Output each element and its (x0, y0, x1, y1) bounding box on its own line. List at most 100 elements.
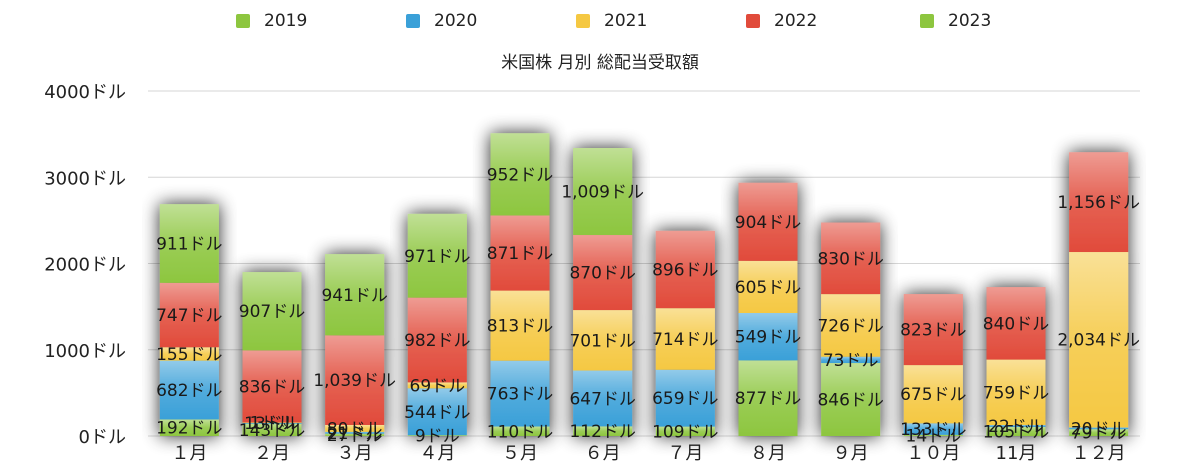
legend-swatch-2021 (576, 14, 590, 28)
bar-segment-sheen (573, 370, 633, 427)
data-label: 143ドル (239, 421, 305, 441)
bar-segment-sheen (407, 297, 467, 383)
y-axis-ticks: 0ドル 1000ドル 2000ドル 3000ドル 4000ドル (44, 82, 126, 448)
bar-segment-sheen (573, 426, 633, 436)
bar-segment-sheen (490, 133, 550, 216)
legend-label-2022: 2022 (774, 11, 818, 31)
bar-stack (159, 204, 219, 436)
bar-stack (986, 287, 1046, 436)
data-label: 823ドル (900, 321, 966, 341)
x-tick-label: ２月 (254, 443, 290, 464)
bar-segment-sheen (242, 350, 302, 423)
bar-segment-sheen (986, 426, 1046, 436)
data-label: 20ドル (1071, 419, 1127, 439)
data-label: 14ドル (906, 426, 962, 446)
bar-segment-sheen (1069, 427, 1129, 430)
bar-segment-sheen (159, 282, 219, 348)
data-label: 1,039ドル (313, 371, 396, 391)
data-label: 112ドル (569, 422, 635, 442)
bar-segment-sheen (986, 425, 1046, 427)
bar-segment-sheen (242, 423, 302, 436)
bar-segment-sheen (903, 294, 963, 366)
legend-label-2020: 2020 (434, 11, 478, 31)
data-label: 110ドル (487, 422, 553, 442)
bar-segment-sheen (490, 290, 550, 361)
bar-stack (490, 133, 550, 436)
data-label: 763ドル (487, 385, 553, 405)
x-tick-label: ９月 (833, 443, 869, 464)
data-label: 21ドル (327, 424, 383, 444)
bar-segment-sheen (655, 369, 715, 427)
data-label: 813ドル (487, 317, 553, 337)
legend-swatch-2022 (746, 14, 760, 28)
legend-label-2019: 2019 (264, 11, 308, 31)
x-tick-label: ５月 (502, 443, 538, 464)
bar-segment-sheen (573, 148, 633, 236)
data-label: 192ドル (156, 419, 222, 439)
y-tick-label: 2000ドル (44, 255, 126, 276)
bar-segment-sheen (821, 222, 881, 295)
grid-lines (148, 90, 1140, 437)
x-tick-label: ４月 (419, 443, 455, 464)
y-tick-label: 4000ドル (44, 82, 126, 103)
data-label: 69ドル (410, 376, 466, 396)
bar-segment-sheen (490, 426, 550, 436)
bar-stack (655, 230, 715, 436)
bar-segment-sheen (1069, 252, 1129, 428)
x-tick-label: １０月 (906, 443, 960, 464)
bar-segment-sheen (738, 313, 798, 361)
data-label: 714ドル (652, 330, 718, 350)
y-tick-label: 0ドル (79, 427, 126, 448)
bars (159, 133, 1129, 436)
data-label: 155ドル (156, 345, 222, 365)
x-axis-ticks: １月 ２月 ３月 ４月 ５月 ６月 ７月 ８月 ９月 １０月 11月 １２月 (171, 443, 1125, 464)
legend-swatch-2020 (406, 14, 420, 28)
data-label: 659ドル (652, 389, 718, 409)
x-tick-label: 11月 (996, 443, 1037, 464)
data-label: 971ドル (404, 247, 470, 267)
data-label: 701ドル (569, 331, 635, 351)
bar-segment-sheen (159, 419, 219, 436)
data-label: 2,034ドル (1057, 331, 1140, 351)
bar-segment-sheen (159, 204, 219, 283)
data-label: 9ドル (415, 427, 460, 447)
bar-segment-sheen (1069, 429, 1129, 436)
data-label: 1ドル (250, 414, 295, 434)
bar-segment-sheen (655, 426, 715, 436)
bar-segment-sheen (738, 360, 798, 436)
x-tick-label: ６月 (585, 443, 621, 464)
data-label: 904ドル (735, 213, 801, 233)
data-label: 73ドル (823, 351, 879, 371)
data-label: 80ドル (327, 419, 383, 439)
bar-segment-sheen (738, 260, 798, 314)
data-label: 836ドル (239, 377, 305, 397)
legend-swatch-2019 (236, 14, 250, 28)
x-tick-label: ３月 (337, 443, 373, 464)
bar-segment-sheen (490, 215, 550, 291)
bar-segment-sheen (325, 335, 385, 425)
data-label: 871ドル (487, 244, 553, 264)
bar-segment-sheen (903, 423, 963, 435)
data-label: 105ドル (983, 422, 1049, 442)
bar-stack (1069, 152, 1129, 436)
chart-legend: 2019 2020 2021 2022 2023 (0, 8, 1200, 34)
bar-stack (821, 222, 881, 436)
data-label: 911ドル (156, 235, 222, 255)
x-tick-label: ７月 (667, 443, 703, 464)
data-label: 605ドル (735, 278, 801, 298)
data-label: 1,156ドル (1057, 193, 1140, 213)
data-label: 79ドル (1071, 424, 1127, 444)
bar-segment-sheen (986, 287, 1046, 360)
data-label: 647ドル (569, 389, 635, 409)
legend-item-2023: 2023 (920, 8, 991, 34)
legend-item-2022: 2022 (746, 8, 817, 34)
data-label: 13ドル (244, 414, 300, 434)
y-tick-label: 1000ドル (44, 341, 126, 362)
bar-segment-sheen (821, 356, 881, 364)
data-label: 759ドル (983, 383, 1049, 403)
x-tick-label: １月 (171, 443, 207, 464)
data-label: 896ドル (652, 261, 718, 281)
bar-segment-sheen (573, 235, 633, 311)
data-label: 747ドル (156, 306, 222, 326)
